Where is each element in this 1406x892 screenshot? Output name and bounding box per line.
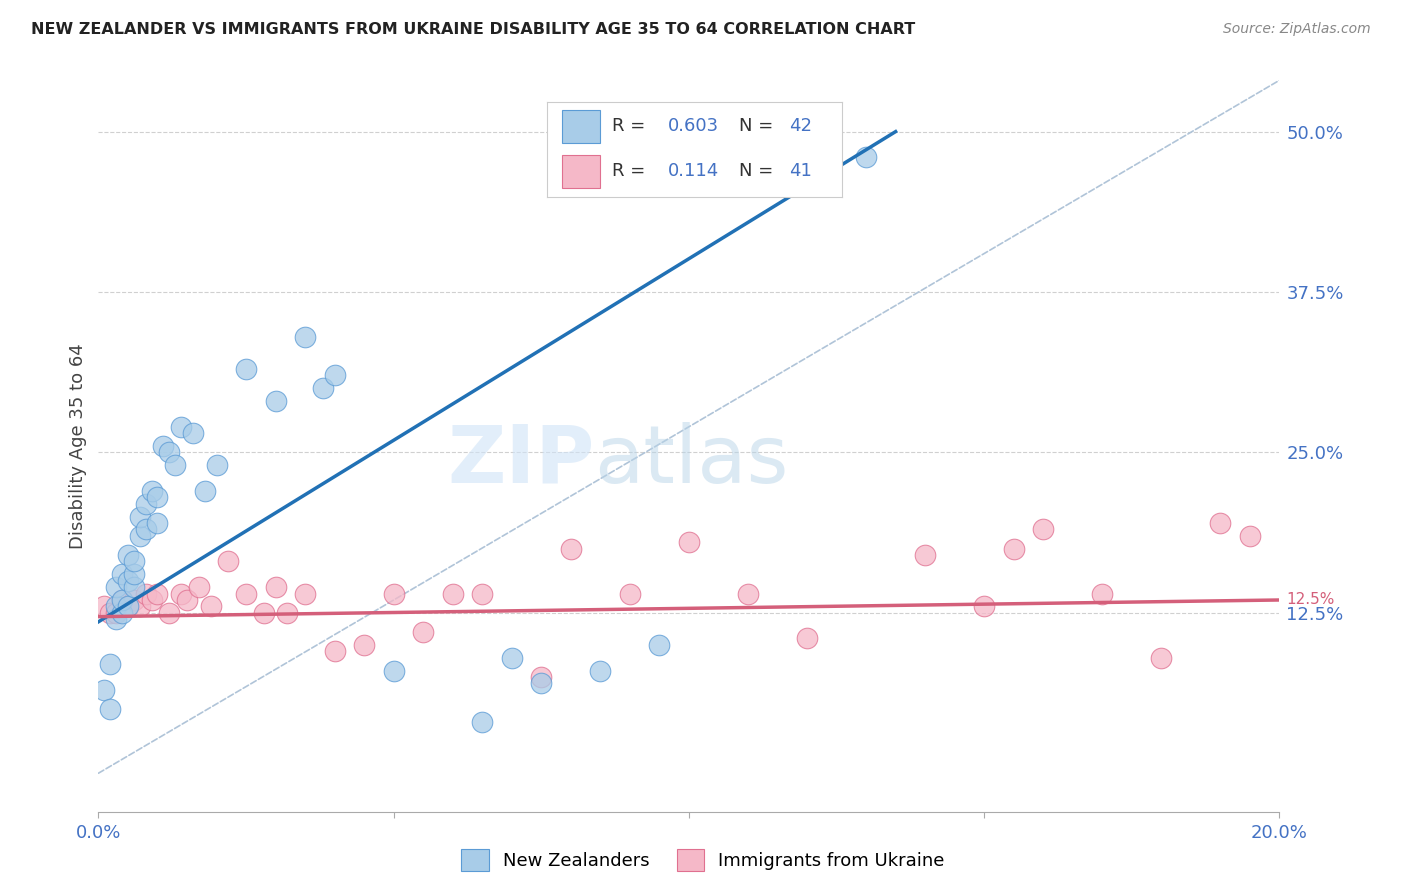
Point xyxy=(678,535,700,549)
Point xyxy=(135,497,157,511)
Point xyxy=(105,606,128,620)
Text: NEW ZEALANDER VS IMMIGRANTS FROM UKRAINE DISABILITY AGE 35 TO 64 CORRELATION CHA: NEW ZEALANDER VS IMMIGRANTS FROM UKRAINE… xyxy=(31,22,915,37)
Point xyxy=(98,606,121,620)
Point xyxy=(200,599,222,614)
Text: 12.5%: 12.5% xyxy=(1286,592,1334,607)
Point xyxy=(105,612,128,626)
Point xyxy=(353,638,375,652)
Point xyxy=(235,586,257,600)
Point xyxy=(471,586,494,600)
Point xyxy=(501,650,523,665)
Point xyxy=(276,606,298,620)
Point xyxy=(122,580,145,594)
Y-axis label: Disability Age 35 to 64: Disability Age 35 to 64 xyxy=(69,343,87,549)
Point xyxy=(187,580,209,594)
Text: atlas: atlas xyxy=(595,422,789,500)
Point xyxy=(93,599,115,614)
Point xyxy=(146,516,169,530)
Point xyxy=(146,491,169,505)
Text: ZIP: ZIP xyxy=(447,422,595,500)
Point xyxy=(111,606,134,620)
Point xyxy=(323,368,346,383)
Point xyxy=(105,599,128,614)
Point xyxy=(530,676,553,690)
Point xyxy=(98,702,121,716)
Point xyxy=(471,714,494,729)
Point xyxy=(111,593,134,607)
Point xyxy=(111,567,134,582)
Point xyxy=(796,632,818,646)
Point xyxy=(294,330,316,344)
Point xyxy=(111,593,134,607)
Point xyxy=(152,439,174,453)
Point xyxy=(973,599,995,614)
Point xyxy=(157,445,180,459)
Point xyxy=(264,394,287,409)
Point xyxy=(382,664,405,678)
Point xyxy=(165,458,187,473)
Point xyxy=(589,664,612,678)
Point xyxy=(128,509,150,524)
Point xyxy=(855,150,877,164)
Point xyxy=(128,529,150,543)
Point xyxy=(253,606,276,620)
Point xyxy=(1002,541,1025,556)
Point xyxy=(312,381,335,395)
Point xyxy=(117,574,139,588)
Point xyxy=(122,554,145,568)
Point xyxy=(264,580,287,594)
Text: Source: ZipAtlas.com: Source: ZipAtlas.com xyxy=(1223,22,1371,37)
Point xyxy=(1091,586,1114,600)
Point xyxy=(294,586,316,600)
Point xyxy=(530,670,553,684)
Point xyxy=(217,554,239,568)
Point xyxy=(1209,516,1232,530)
Point xyxy=(235,362,257,376)
Point xyxy=(914,548,936,562)
Point xyxy=(141,483,163,498)
Point xyxy=(323,644,346,658)
Point xyxy=(176,593,198,607)
Point xyxy=(170,586,193,600)
Point xyxy=(93,682,115,697)
Point xyxy=(205,458,228,473)
Point xyxy=(135,586,157,600)
Point xyxy=(157,606,180,620)
Point xyxy=(105,580,128,594)
Point xyxy=(141,593,163,607)
Point xyxy=(135,523,157,537)
Point xyxy=(117,599,139,614)
Point xyxy=(1032,523,1054,537)
Point xyxy=(560,541,582,556)
Point xyxy=(194,483,217,498)
Point xyxy=(122,593,145,607)
Point xyxy=(382,586,405,600)
Point xyxy=(128,599,150,614)
Point xyxy=(122,567,145,582)
Point xyxy=(412,625,434,640)
Point xyxy=(1150,650,1173,665)
Point xyxy=(170,419,193,434)
Point xyxy=(737,176,759,190)
Point xyxy=(648,638,671,652)
Point xyxy=(1239,529,1261,543)
Point xyxy=(98,657,121,672)
Legend: New Zealanders, Immigrants from Ukraine: New Zealanders, Immigrants from Ukraine xyxy=(454,842,952,879)
Point xyxy=(146,586,169,600)
Point xyxy=(441,586,464,600)
Point xyxy=(619,586,641,600)
Point xyxy=(117,548,139,562)
Point xyxy=(117,599,139,614)
Point xyxy=(737,586,759,600)
Point xyxy=(181,426,204,441)
